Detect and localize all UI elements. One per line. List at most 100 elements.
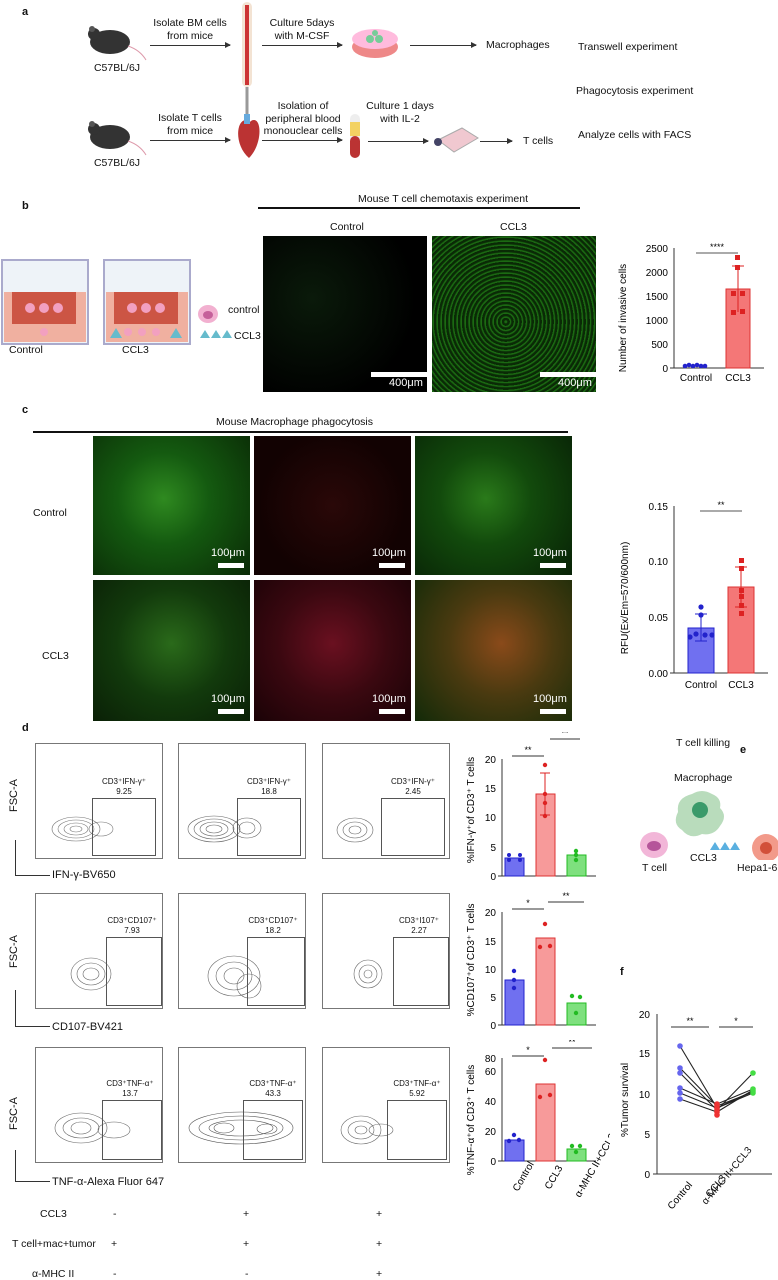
scale-label: 400μm xyxy=(389,377,423,389)
chart-d-ifn: %IFN-γ⁺of CD3⁺ T cells 0 5 10 15 20 ** ** xyxy=(466,732,596,882)
condition-value: + xyxy=(243,1208,250,1220)
micrograph-control-green: 100μm xyxy=(93,436,250,575)
condition-value: + xyxy=(376,1238,383,1250)
row-label-ccl3: CCL3 xyxy=(42,650,69,662)
svg-text:Control: Control xyxy=(511,1160,537,1193)
gate-value: 2.27 xyxy=(411,926,427,935)
gate-name: CD3⁺IFN-γ⁺ xyxy=(102,777,146,786)
result-macrophages: Macrophages xyxy=(486,39,550,51)
svg-text:**: ** xyxy=(524,745,532,755)
condition-name: α-MHC II xyxy=(32,1268,75,1280)
svg-text:0: 0 xyxy=(662,364,668,375)
svg-text:0.10: 0.10 xyxy=(649,557,669,568)
arrow xyxy=(480,138,513,144)
svg-text:1000: 1000 xyxy=(646,316,669,327)
svg-text:500: 500 xyxy=(651,340,668,351)
mouse-icon xyxy=(88,121,147,156)
title-rule xyxy=(33,431,568,433)
svg-text:5: 5 xyxy=(490,993,496,1004)
well-label-control: Control xyxy=(9,344,43,356)
svg-text:Control: Control xyxy=(680,373,712,384)
gate-value: 18.2 xyxy=(265,926,281,935)
image-label-ccl3: CCL3 xyxy=(500,221,527,233)
panel-e-label: e xyxy=(740,744,747,756)
scale-label: 400μm xyxy=(558,377,592,389)
svg-text:0: 0 xyxy=(644,1170,650,1181)
panel-a-label: a xyxy=(22,6,29,18)
well-label-ccl3: CCL3 xyxy=(122,344,149,356)
axis-arrow xyxy=(15,1181,50,1182)
flask-icon xyxy=(434,127,479,153)
gate-name: CD3⁺IFN-γ⁺ xyxy=(247,777,291,786)
arrow xyxy=(262,42,343,48)
micrograph-control: 400μm xyxy=(263,236,427,392)
svg-text:20: 20 xyxy=(485,755,497,766)
svg-text:0.05: 0.05 xyxy=(649,613,669,624)
facs-plot-cd107-control: CD3⁺CD107⁺ 7.93 xyxy=(35,893,163,1009)
svg-text:0.15: 0.15 xyxy=(649,502,669,513)
transwell-diagram xyxy=(1,259,232,345)
facs-plot-ifn-mhc: CD3⁺IFN-γ⁺ 2.45 xyxy=(322,743,450,859)
gate-value: 9.25 xyxy=(116,787,132,796)
svg-text:0: 0 xyxy=(490,1021,496,1032)
step-pbmc: Isolation of peripheral blood monouclear… xyxy=(263,100,343,138)
facs-plot-ifn-ccl3: CD3⁺IFN-γ⁺ 18.8 xyxy=(178,743,306,859)
svg-text:15: 15 xyxy=(639,1049,651,1060)
experiment-facs: Analyze cells with FACS xyxy=(578,129,692,141)
experiment-transwell: Transwell experiment xyxy=(578,41,678,53)
svg-text:RFU(Ex/Em=570/600nm): RFU(Ex/Em=570/600nm) xyxy=(620,542,631,655)
gate-value: 7.93 xyxy=(124,926,140,935)
condition-value: + xyxy=(243,1238,250,1250)
facs-plot-cd107-mhc: CD3⁺TNF-α⁺CD3⁺I107⁺2.27 xyxy=(322,893,450,1009)
gate-name: CD3⁺CD107⁺ xyxy=(107,916,157,925)
y-axis-label: FSC-A xyxy=(8,935,20,968)
panel-b-title: Mouse T cell chemotaxis experiment xyxy=(358,193,529,205)
condition-value: + xyxy=(376,1268,383,1280)
step-culture-il2: Culture 1 days with IL-2 xyxy=(366,100,434,125)
y-axis-label: FSC-A xyxy=(8,1097,20,1130)
svg-text:%IFN-γ⁺of CD3⁺ T cells: %IFN-γ⁺of CD3⁺ T cells xyxy=(466,757,477,863)
panel-f-label: f xyxy=(620,966,624,978)
svg-text:%CD107⁺of CD3⁺ T cells: %CD107⁺of CD3⁺ T cells xyxy=(466,903,477,1016)
legend-control: control xyxy=(228,304,260,316)
panel-c-label: c xyxy=(22,404,29,416)
svg-text:2000: 2000 xyxy=(646,268,669,279)
svg-text:Control: Control xyxy=(666,1180,695,1210)
experiment-phagocytosis: Phagocytosis experiment xyxy=(576,85,694,97)
svg-text:**: ** xyxy=(562,891,570,901)
x-axis-label: CD107-BV421 xyxy=(52,1021,123,1033)
title-rule xyxy=(258,207,580,209)
condition-value: - xyxy=(245,1268,249,1280)
svg-text:****: **** xyxy=(710,242,725,252)
facs-plot-ifn-control: CD3⁺IFN-γ⁺ 9.25 xyxy=(35,743,163,859)
svg-text:**: ** xyxy=(717,500,725,510)
axis-arrow xyxy=(15,1150,16,1181)
arrow xyxy=(262,137,343,143)
svg-text:10: 10 xyxy=(485,813,497,824)
gate-name: CD3⁺IFN-γ⁺ xyxy=(391,777,435,786)
micrograph-ccl3-merge: 100μm xyxy=(415,580,572,721)
scale-label: 100μm xyxy=(533,693,567,705)
condition-value: - xyxy=(113,1208,117,1220)
axis-arrow xyxy=(15,840,16,875)
arrow xyxy=(368,138,429,144)
gate-name: CD3⁺TNF-α⁺ xyxy=(106,1079,154,1088)
svg-text:20: 20 xyxy=(485,1127,497,1138)
svg-text:*: * xyxy=(526,898,530,908)
condition-value: - xyxy=(113,1268,117,1280)
svg-text:%TNF-α⁺of CD3⁺ T cells: %TNF-α⁺of CD3⁺ T cells xyxy=(466,1065,477,1175)
strain-label-2: C57BL/6J xyxy=(93,157,141,169)
svg-text:0: 0 xyxy=(490,1157,496,1168)
svg-text:%Tumor survival: %Tumor survival xyxy=(620,1063,631,1137)
svg-text:15: 15 xyxy=(485,784,497,795)
panel-b-label: b xyxy=(22,200,29,212)
svg-text:0.00: 0.00 xyxy=(649,669,669,680)
blood-tube-icon xyxy=(350,114,360,158)
scale-label: 100μm xyxy=(372,547,406,559)
svg-text:60: 60 xyxy=(485,1067,497,1078)
svg-text:Number of invasive cells: Number of invasive cells xyxy=(618,264,629,372)
facs-plot-cd107-ccl3: CD3⁺CD107⁺ 18.2 xyxy=(178,893,306,1009)
y-axis-label: FSC-A xyxy=(8,779,20,812)
condition-value: + xyxy=(111,1238,118,1250)
result-tcells: T cells xyxy=(523,135,554,147)
